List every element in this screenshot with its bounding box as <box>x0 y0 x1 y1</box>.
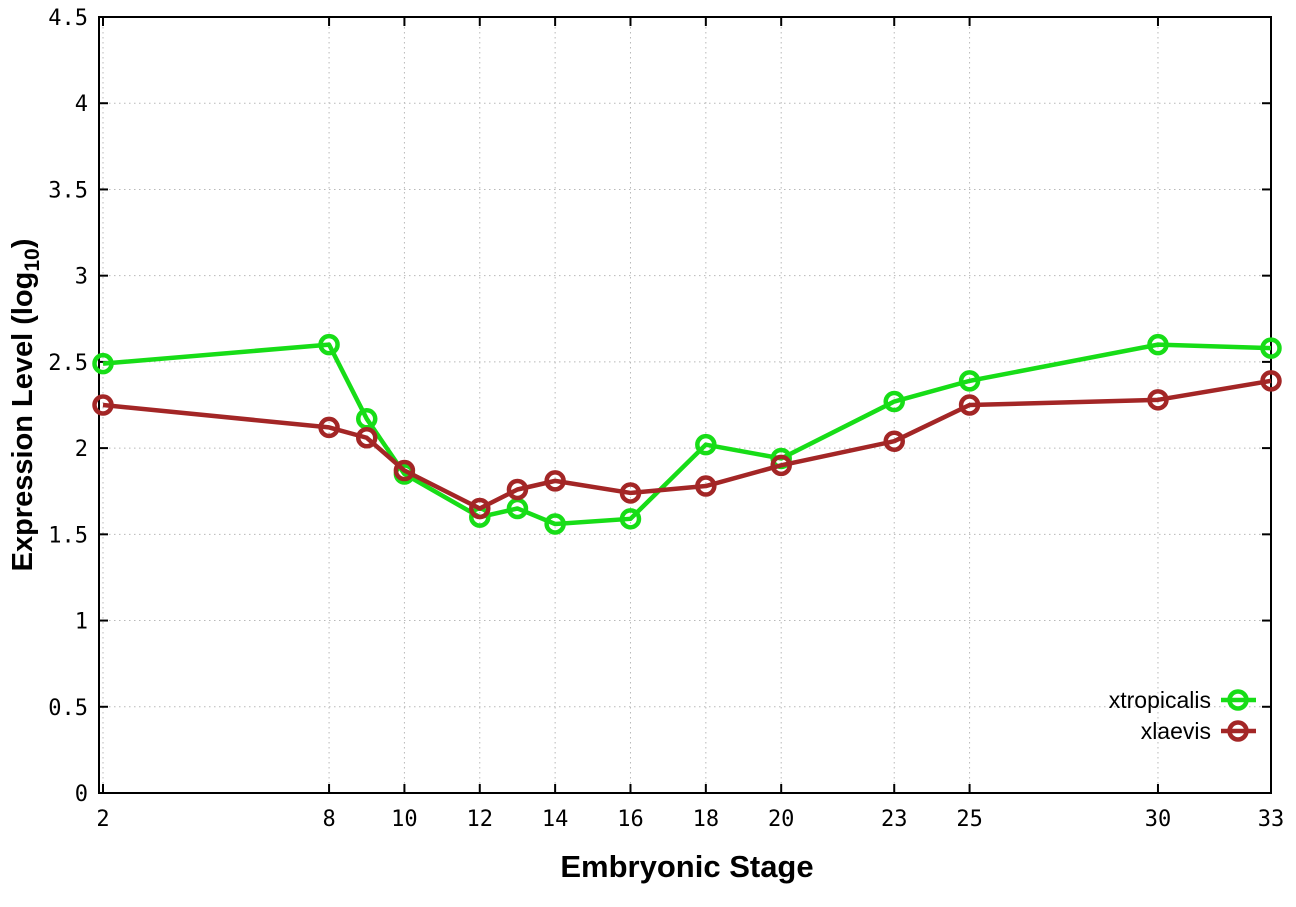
series-marker-xlaevis <box>318 416 340 439</box>
series-marker-xlaevis <box>770 454 792 477</box>
series-marker-xlaevis <box>1147 389 1169 411</box>
plot-border <box>98 16 1272 794</box>
y-tick-label: 1.5 <box>48 523 88 548</box>
y-tick-label: 0 <box>75 782 88 807</box>
series-marker-xlaevis <box>958 394 981 416</box>
series-marker-xtropicalis <box>544 513 566 535</box>
y-tick-label: 3 <box>75 265 88 290</box>
series-marker-xlaevis <box>1260 370 1282 392</box>
series-marker-xlaevis <box>695 475 717 497</box>
x-tick-label: 23 <box>881 807 908 832</box>
legend-marker-xtropicalis <box>1227 689 1249 711</box>
series-marker-xtropicalis <box>695 433 717 456</box>
legend-label-xtropicalis: xtropicalis <box>1109 687 1211 713</box>
x-tick-label: 20 <box>768 807 795 832</box>
legend-marker-xlaevis <box>1227 720 1249 742</box>
y-tick-label: 2 <box>75 437 88 462</box>
y-tick-label: 1 <box>75 610 88 635</box>
y-tick-label: 2.5 <box>48 351 88 376</box>
y-axis-title: Expression Level (log10) <box>7 239 44 572</box>
x-tick-label: 8 <box>322 807 335 832</box>
x-tick-label: 2 <box>96 807 109 832</box>
y-tick-label: 0.5 <box>48 696 88 721</box>
series-marker-xlaevis <box>506 478 529 501</box>
series-marker-xtropicalis <box>619 508 642 530</box>
x-tick-label: 25 <box>956 807 983 832</box>
x-tick-label: 30 <box>1145 807 1172 832</box>
series-marker-xlaevis <box>883 430 905 452</box>
x-axis-title: Embryonic Stage <box>560 849 813 884</box>
x-tick-label: 10 <box>391 807 418 832</box>
series-line-xtropicalis <box>102 342 1272 527</box>
x-tick-label: 33 <box>1258 807 1285 832</box>
x-tick-label: 18 <box>693 807 720 832</box>
series-marker-xlaevis <box>619 482 642 504</box>
y-tick-label: 4 <box>75 92 88 117</box>
series-marker-xlaevis <box>469 497 491 520</box>
x-tick-label: 16 <box>617 807 644 832</box>
series-marker-xtropicalis <box>883 390 905 413</box>
y-tick-label: 3.5 <box>48 178 88 203</box>
series-marker-xlaevis <box>92 394 114 416</box>
y-tick-label: 4.5 <box>48 6 88 31</box>
series-marker-xtropicalis <box>318 333 340 356</box>
series-line-xlaevis <box>102 378 1272 511</box>
legend-label-xlaevis: xlaevis <box>1141 718 1211 744</box>
series-marker-xtropicalis <box>92 352 114 375</box>
series-marker-xlaevis <box>393 459 416 482</box>
x-tick-label: 12 <box>467 807 494 832</box>
series-marker-xtropicalis <box>958 370 981 392</box>
series-marker-xlaevis <box>544 470 566 492</box>
x-tick-label: 14 <box>542 807 569 832</box>
series-marker-xtropicalis <box>1147 333 1169 356</box>
series-marker-xtropicalis <box>1260 337 1282 359</box>
series-marker-xlaevis <box>355 427 378 449</box>
